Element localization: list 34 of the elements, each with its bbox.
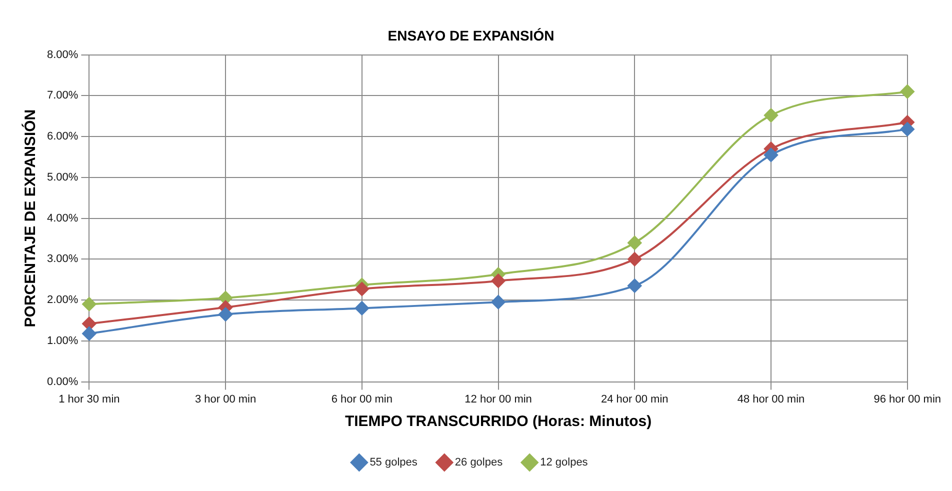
y-tick-label: 0.00% — [46, 376, 78, 388]
y-tick-label: 8.00% — [46, 48, 78, 61]
point — [628, 252, 642, 266]
point — [354, 301, 369, 316]
x-tick-label: 48 hor 00 min — [737, 393, 805, 406]
chart-title: ENSAYO DE EXPANSIÓN — [388, 27, 554, 44]
point — [764, 148, 778, 162]
x-tick-label: 96 hor 00 min — [874, 393, 941, 406]
legend-label: 55 golpes — [370, 456, 418, 469]
point — [628, 236, 642, 250]
point — [491, 295, 506, 310]
legend-label: 12 golpes — [540, 456, 588, 469]
x-tick-label: 1 hor 30 min — [58, 393, 120, 406]
point — [900, 122, 914, 136]
legend-label: 26 golpes — [454, 456, 504, 469]
point — [354, 282, 369, 296]
y-axis-title: PORCENTAJE DE EXPANSIÓN — [21, 109, 40, 328]
x-tick-label: 6 hor 00 min — [331, 393, 392, 406]
point — [218, 307, 233, 322]
x-tick-label: 24 hor 00 min — [601, 393, 668, 406]
y-tick-label: 1.00% — [46, 334, 78, 347]
point — [628, 278, 642, 293]
point — [491, 274, 506, 288]
x-tick-label: 12 hor 00 min — [464, 393, 532, 406]
y-tick-label: 7.00% — [46, 90, 78, 102]
point — [900, 84, 914, 99]
point — [764, 108, 778, 122]
x-tick-label: 3 hor 00 min — [194, 393, 256, 406]
y-tick-label: 6.00% — [46, 130, 78, 143]
y-tick-label: 2.00% — [46, 294, 78, 306]
y-tick-label: 3.00% — [46, 253, 78, 266]
y-tick-label: 4.00% — [46, 212, 78, 224]
x-axis-title: TIEMPO TRANSCURRIDO (Horas: Minutos) — [344, 413, 652, 430]
y-tick-label: 5.00% — [46, 171, 78, 184]
